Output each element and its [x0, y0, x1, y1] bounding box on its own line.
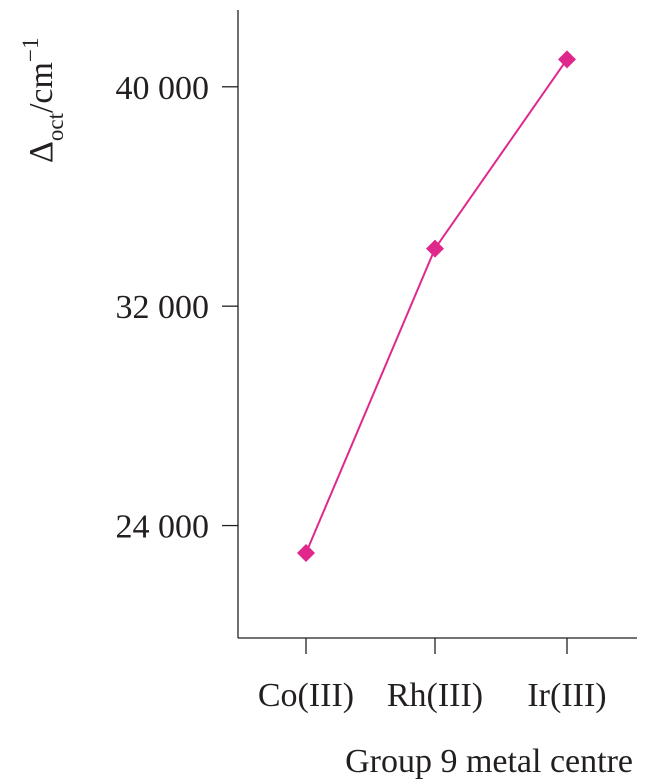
x-axis-label: Group 9 metal centre [345, 743, 633, 780]
data-point-marker [426, 239, 444, 258]
y-axis-label-unit: /cm [23, 62, 60, 113]
series-line [305, 58, 568, 554]
y-axis-label-subscript: oct [43, 112, 68, 141]
y-axis-label-symbol: Δ [23, 141, 60, 163]
x-tick-label: Ir(III) [527, 677, 606, 714]
y-axis-label: Δoct/cm−1 [18, 38, 68, 163]
y-tick-label: 24 000 [116, 509, 210, 546]
data-point-marker [297, 543, 315, 562]
x-ticks: Co(III) Rh(III) Ir(III) [258, 638, 607, 714]
x-axis: Co(III) Rh(III) Ir(III) Group 9 metal cent… [238, 637, 637, 780]
plot-area [297, 50, 576, 562]
y-axis-label-superscript: −1 [18, 38, 43, 62]
y-tick-label: 40 000 [116, 70, 210, 107]
x-tick-label: Co(III) [258, 677, 354, 714]
data-point-marker [558, 50, 576, 69]
y-axis: 24 000 32 000 40 000 Δoct/cm−1 [18, 10, 239, 638]
y-ticks: 24 000 32 000 40 000 [116, 70, 238, 546]
y-tick-label: 32 000 [116, 289, 210, 326]
x-tick-label: Rh(III) [387, 677, 483, 714]
